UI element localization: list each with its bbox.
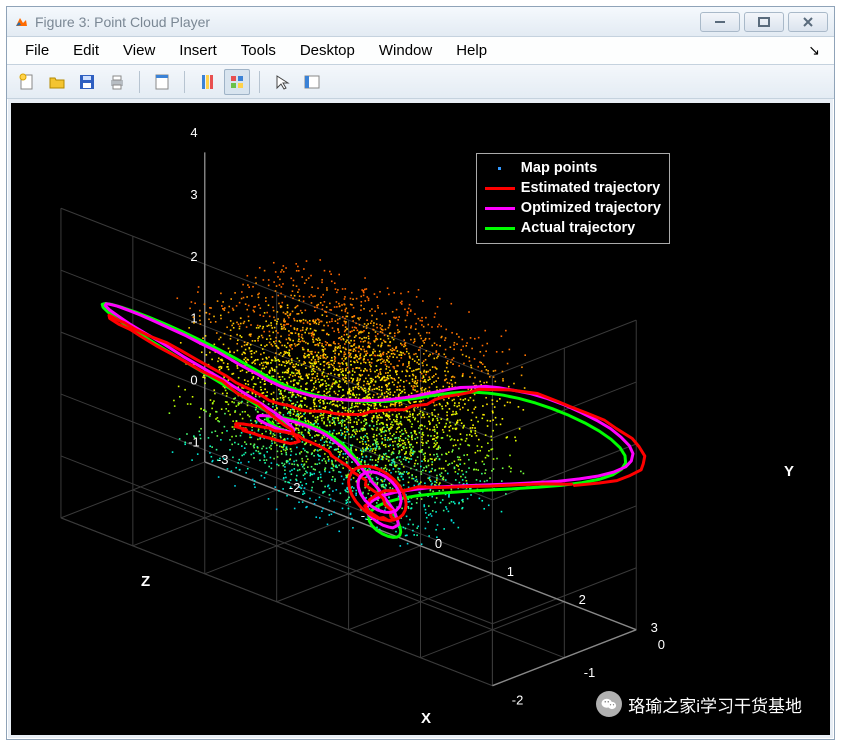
grid-icon[interactable]: [224, 69, 250, 95]
maximize-button[interactable]: [744, 12, 784, 32]
z-axis-label: Z: [141, 573, 150, 590]
svg-text:0: 0: [658, 637, 665, 652]
save-icon[interactable]: [74, 69, 100, 95]
legend-item-actual: Actual trajectory: [485, 218, 661, 238]
toolbar-sep: [259, 71, 260, 93]
menu-tools[interactable]: Tools: [231, 40, 286, 61]
legend-label: Actual trajectory: [521, 220, 635, 236]
svg-text:2: 2: [190, 249, 197, 264]
titlebar: Figure 3: Point Cloud Player: [7, 7, 834, 37]
panel-icon[interactable]: [299, 69, 325, 95]
toolbar-sep: [184, 71, 185, 93]
y-axis-label: Y: [784, 463, 794, 480]
menu-edit[interactable]: Edit: [63, 40, 109, 61]
menu-desktop[interactable]: Desktop: [290, 40, 365, 61]
svg-text:-1: -1: [584, 665, 596, 680]
svg-text:3: 3: [190, 187, 197, 202]
figure-window: Figure 3: Point Cloud Player File Edit V…: [6, 6, 835, 740]
svg-text:1: 1: [507, 564, 514, 579]
legend-label: Estimated trajectory: [521, 180, 660, 196]
menu-insert[interactable]: Insert: [169, 40, 227, 61]
x-axis-label: X: [421, 710, 431, 727]
new-doc-icon[interactable]: [14, 69, 40, 95]
page-icon[interactable]: [149, 69, 175, 95]
menu-window[interactable]: Window: [369, 40, 442, 61]
close-button[interactable]: [788, 12, 828, 32]
legend[interactable]: Map points Estimated trajectory Optimize…: [476, 153, 670, 244]
svg-text:3: 3: [651, 620, 658, 635]
menu-help[interactable]: Help: [446, 40, 497, 61]
svg-text:-2: -2: [512, 693, 524, 708]
toolbar: [7, 65, 834, 99]
menu-file[interactable]: File: [15, 40, 59, 61]
watermark-text: 珞瑜之家i学习干货基地: [628, 692, 802, 717]
wechat-icon: [596, 691, 622, 717]
plot-area[interactable]: -3-2-10123-2-10-101234 Map points Estima…: [11, 103, 830, 735]
svg-text:-3: -3: [217, 452, 229, 467]
plot-canvas: -3-2-10123-2-10-101234: [11, 103, 830, 735]
legend-item-map-points: Map points: [485, 158, 661, 178]
window-title: Figure 3: Point Cloud Player: [35, 14, 700, 30]
matlab-icon: [13, 14, 29, 30]
legend-item-optimized: Optimized trajectory: [485, 198, 661, 218]
minimize-button[interactable]: [700, 12, 740, 32]
svg-text:4: 4: [190, 125, 197, 140]
colormap-icon[interactable]: [194, 69, 220, 95]
svg-text:2: 2: [579, 592, 586, 607]
svg-text:0: 0: [190, 373, 197, 388]
legend-marker-line-icon: [485, 207, 515, 210]
svg-text:0: 0: [435, 536, 442, 551]
legend-marker-line-icon: [485, 227, 515, 230]
legend-label: Optimized trajectory: [521, 200, 661, 216]
legend-label: Map points: [521, 160, 598, 176]
print-icon[interactable]: [104, 69, 130, 95]
window-controls: [700, 12, 828, 32]
menu-view[interactable]: View: [113, 40, 165, 61]
watermark: 珞瑜之家i学习干货基地: [596, 691, 802, 717]
toolbar-sep: [139, 71, 140, 93]
menubar: File Edit View Insert Tools Desktop Wind…: [7, 37, 834, 65]
cursor-icon[interactable]: [269, 69, 295, 95]
open-icon[interactable]: [44, 69, 70, 95]
legend-marker-line-icon: [485, 187, 515, 190]
menu-overflow-icon[interactable]: ↘: [808, 42, 826, 59]
legend-marker-scatter-icon: [498, 167, 501, 170]
legend-item-estimated: Estimated trajectory: [485, 178, 661, 198]
